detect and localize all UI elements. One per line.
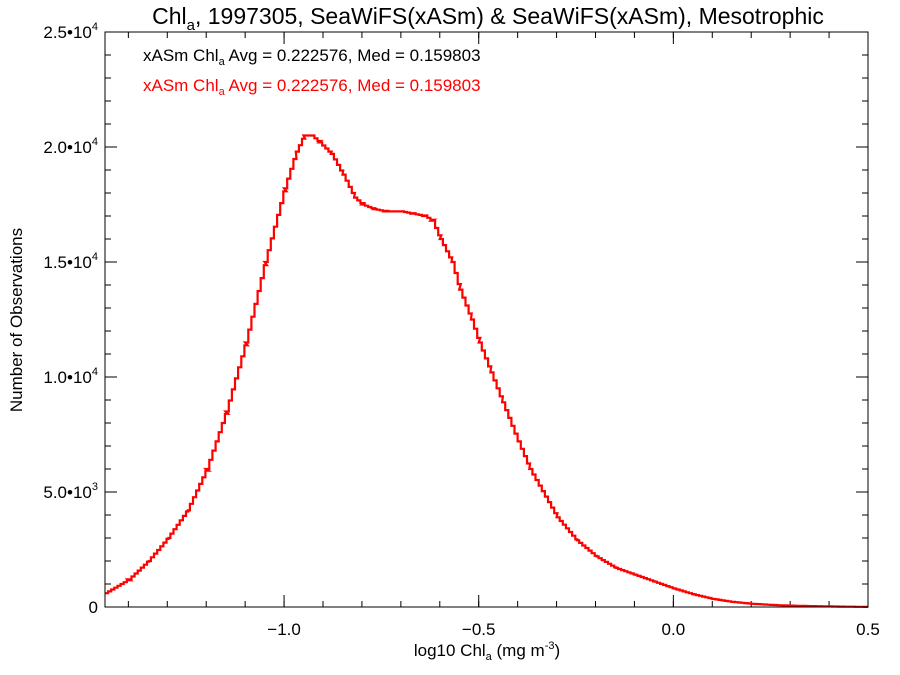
plot-frame (104, 31, 869, 608)
x-tick-labels: −1.0 −0.5 0.0 0.5 (267, 620, 880, 639)
histogram-series-line (105, 134, 868, 608)
annotation-1-sub: a (219, 56, 226, 68)
annotation-2-part2: Avg = 0.222576, Med = 0.159803 (225, 76, 481, 95)
x-axis-label-sup: -3 (545, 640, 555, 652)
major-ticks (105, 31, 869, 608)
x-axis-label-sub: a (486, 651, 493, 663)
x-tick-label: 0.5 (856, 620, 880, 639)
annotation-1-part1: xASm Chl (143, 46, 219, 65)
x-axis-label-part2: (mg m (492, 641, 545, 660)
x-axis-label-part3: ) (554, 641, 560, 660)
chart-title-part2: , 1997305, SeaWiFS(xASm) & SeaWiFS(xASm)… (195, 3, 824, 29)
x-axis-label-part1: log10 Chl (414, 641, 486, 660)
chart-title: Chla, 1997305, SeaWiFS(xASm) & SeaWiFS(x… (152, 3, 824, 34)
annotation-1-part2: Avg = 0.222576, Med = 0.159803 (225, 46, 481, 65)
annotation-2-sub: a (219, 86, 226, 98)
x-tick-label: −0.5 (462, 620, 496, 639)
chart-title-part1: Chl (152, 3, 187, 29)
y-tick-labels: 0 5.0•103 1.0•104 1.5•104 2.0•104 2.5•104 (43, 21, 98, 617)
x-tick-label: 0.0 (662, 620, 686, 639)
chart-title-sub: a (187, 17, 196, 34)
y-tick-label: 2.5•104 (43, 21, 98, 42)
x-axis-label: log10 Chla (mg m-3) (414, 640, 560, 663)
y-tick-label: 2.0•104 (43, 136, 98, 157)
x-tick-label: −1.0 (267, 620, 301, 639)
y-tick-label: 0 (89, 598, 98, 617)
annotation-line-2: xASm Chla Avg = 0.222576, Med = 0.159803 (143, 76, 481, 98)
y-tick-label: 5.0•103 (43, 481, 98, 502)
y-tick-label: 1.0•104 (43, 366, 98, 387)
annotation-2-part1: xASm Chl (143, 76, 219, 95)
y-tick-label: 1.5•104 (43, 251, 98, 272)
annotation-line-1: xASm Chla Avg = 0.222576, Med = 0.159803 (143, 46, 481, 68)
series-layer (105, 134, 868, 608)
minor-ticks (105, 31, 869, 608)
y-axis-label: Number of Observations (7, 228, 26, 412)
